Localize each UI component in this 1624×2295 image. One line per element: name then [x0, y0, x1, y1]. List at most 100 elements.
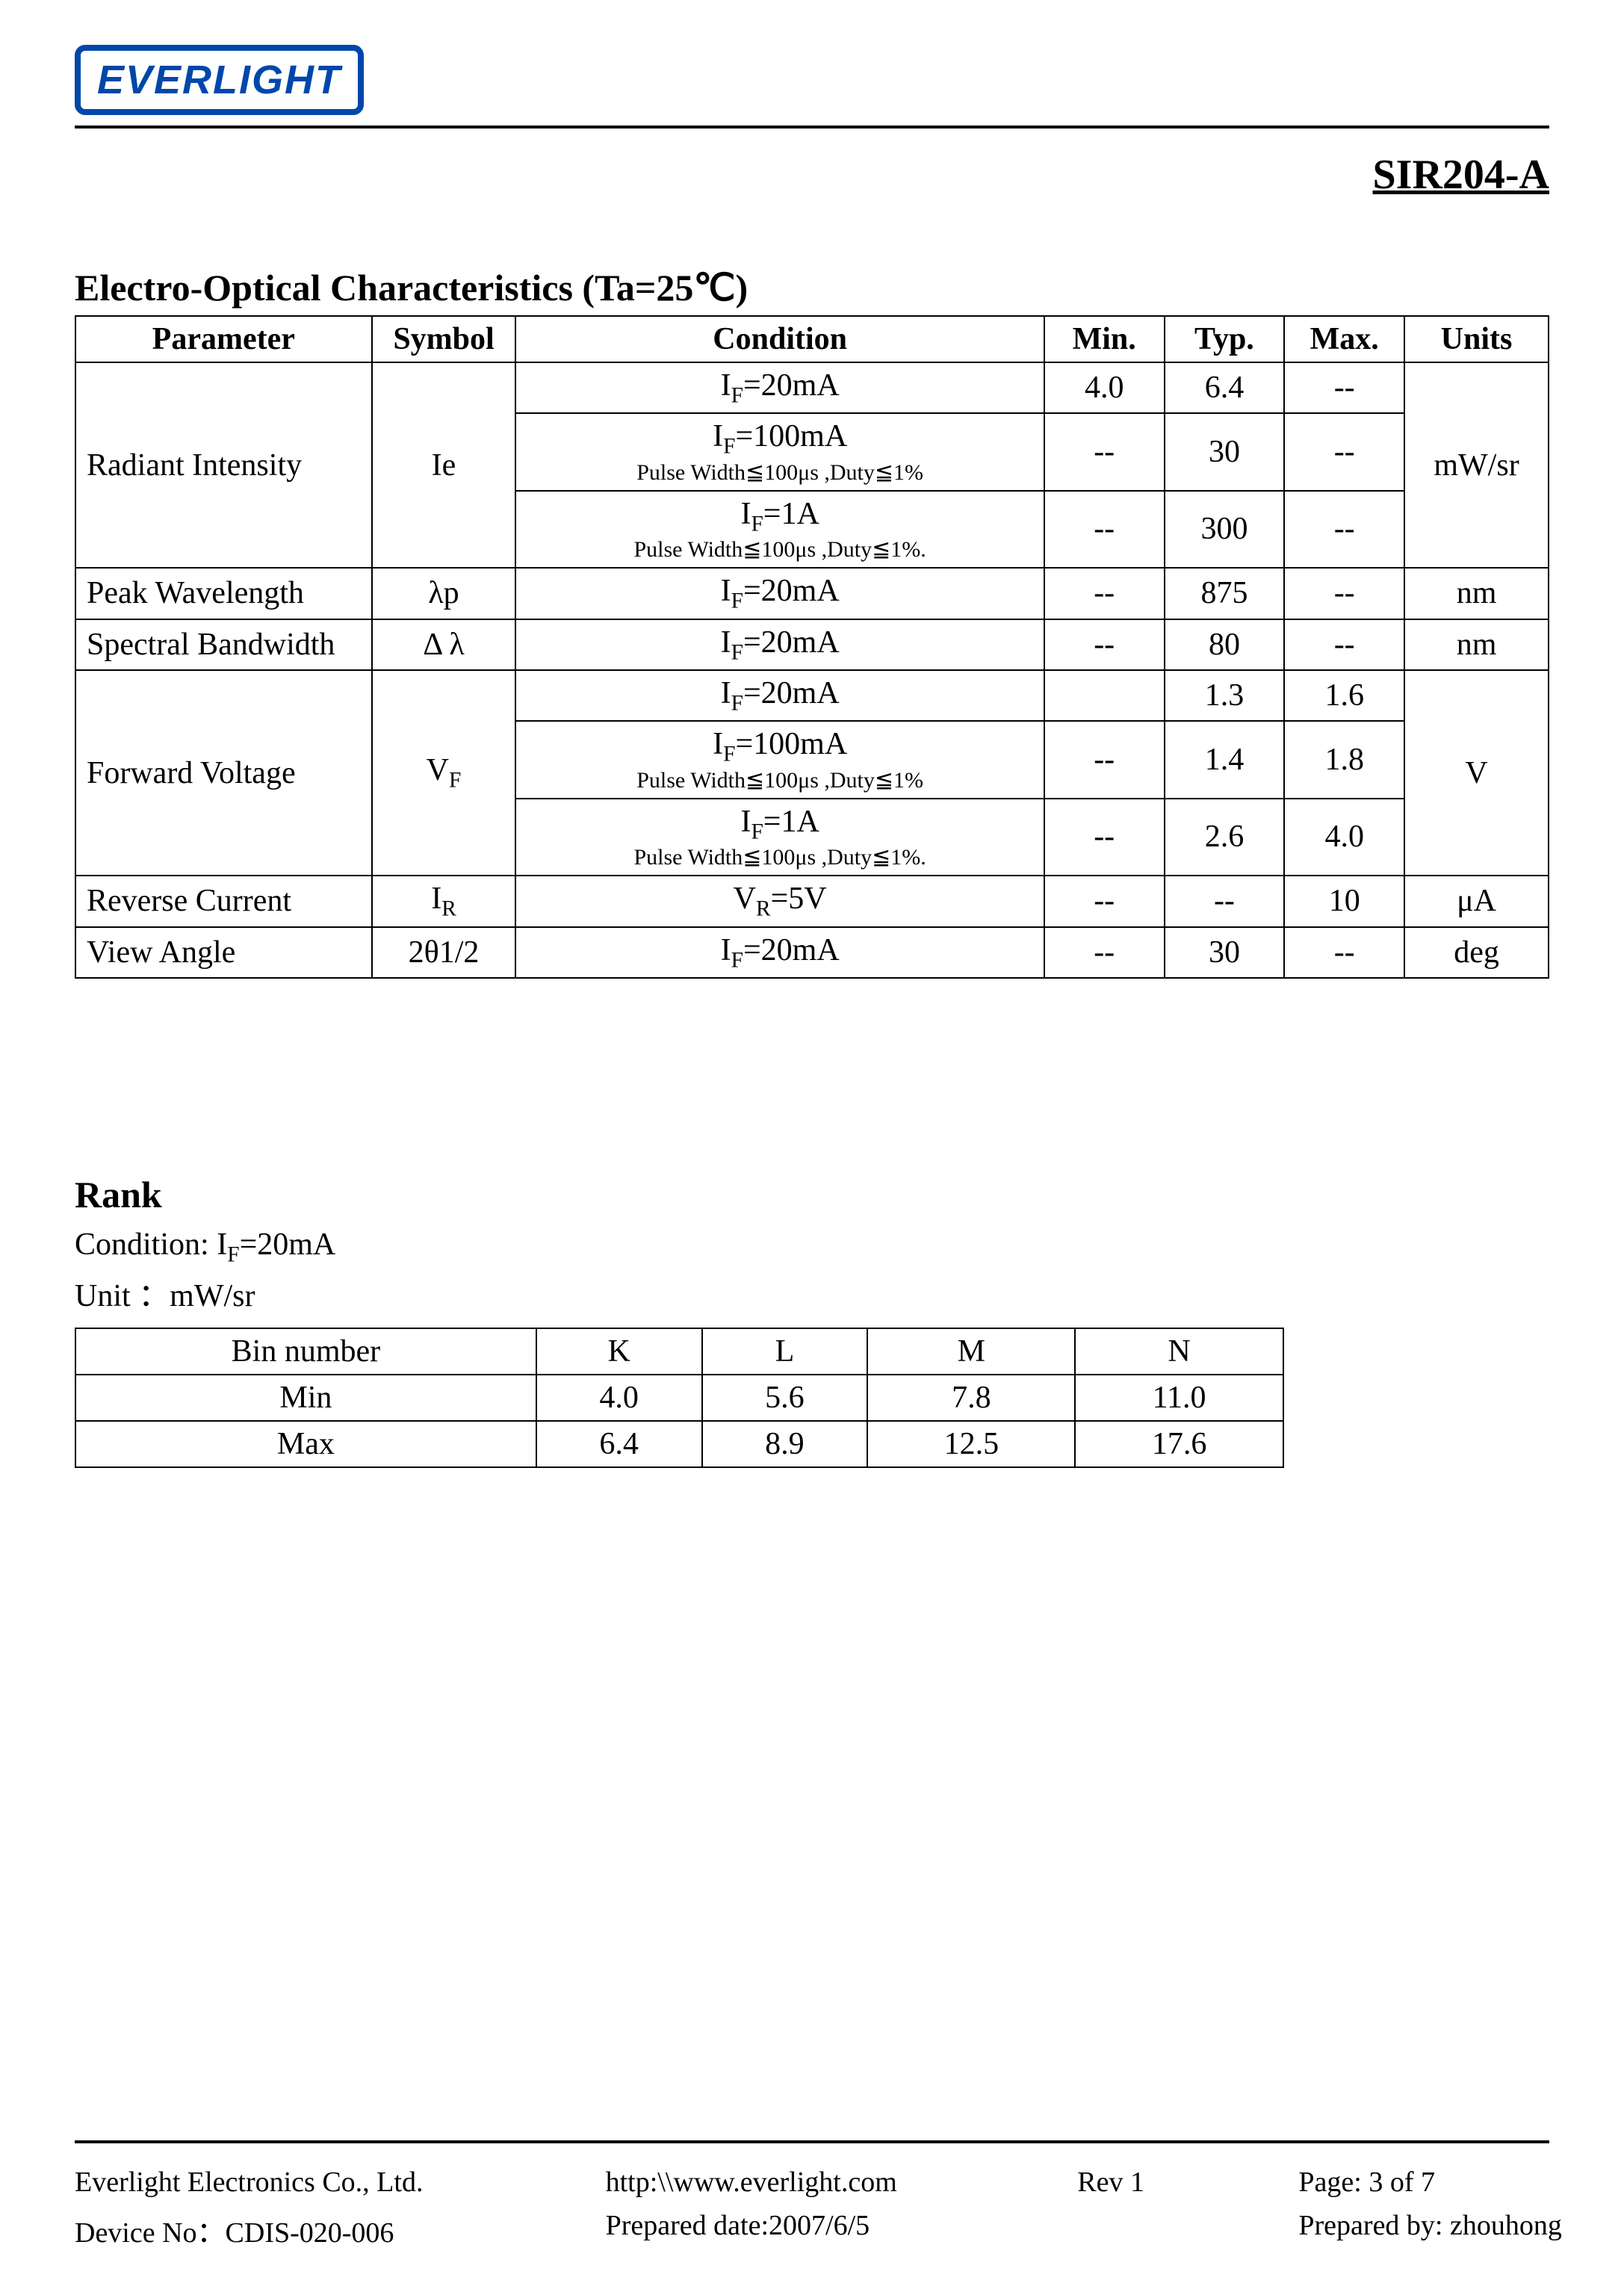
col-max: Max. — [1284, 316, 1404, 362]
cell-units: mW/sr — [1404, 362, 1549, 568]
rank-cell: 8.9 — [702, 1421, 868, 1467]
cell-units: nm — [1404, 568, 1549, 619]
footer-device: Device No：CDIS-020-006 — [75, 2209, 606, 2250]
rank-row-label: Min — [75, 1375, 536, 1421]
footer-url: http:\\www.everlight.com — [606, 2166, 1078, 2199]
cell-symbol: 2θ1/2 — [372, 927, 516, 978]
cell-condition: IF=20mA — [515, 362, 1044, 413]
cell-max: -- — [1284, 413, 1404, 490]
cell-typ: 875 — [1165, 568, 1285, 619]
cell-typ: 1.3 — [1165, 670, 1285, 721]
cell-max: 10 — [1284, 876, 1404, 926]
table-row: View Angle 2θ1/2 IF=20mA -- 30 -- deg — [75, 927, 1549, 978]
cell-condition: IF=20mA — [515, 927, 1044, 978]
cell-max: -- — [1284, 568, 1404, 619]
logo-text: EVERLIGHT — [97, 57, 341, 103]
cell-min: -- — [1044, 568, 1165, 619]
rank-header-label: Bin number — [75, 1328, 536, 1375]
cell-min: -- — [1044, 799, 1165, 876]
table-row: Forward Voltage VF IF=20mA 1.3 1.6 V — [75, 670, 1549, 721]
cell-parameter: Spectral Bandwidth — [75, 619, 372, 670]
cell-condition: IF=1A Pulse Width≦100μs ,Duty≦1%. — [515, 799, 1044, 876]
col-condition: Condition — [515, 316, 1044, 362]
cell-min — [1044, 670, 1165, 721]
cell-condition: VR=5V — [515, 876, 1044, 926]
cell-parameter: Peak Wavelength — [75, 568, 372, 619]
datasheet-page: EVERLIGHT SIR204-A Electro-Optical Chara… — [0, 0, 1624, 2295]
rank-condition: Condition: IF=20mA — [75, 1227, 1549, 1267]
col-min: Min. — [1044, 316, 1165, 362]
cell-parameter: Radiant Intensity — [75, 362, 372, 568]
cell-min: -- — [1044, 927, 1165, 978]
rank-cell: 17.6 — [1075, 1421, 1283, 1467]
cell-units: μA — [1404, 876, 1549, 926]
cell-typ: 2.6 — [1165, 799, 1285, 876]
rank-bin: K — [536, 1328, 702, 1375]
rank-row: Min 4.0 5.6 7.8 11.0 — [75, 1375, 1283, 1421]
footer-date: Prepared date:2007/6/5 — [606, 2209, 1078, 2250]
cell-max: 1.6 — [1284, 670, 1404, 721]
rank-cell: 12.5 — [867, 1421, 1075, 1467]
cell-symbol: Δ λ — [372, 619, 516, 670]
cell-symbol: IR — [372, 876, 516, 926]
spec-table: Parameter Symbol Condition Min. Typ. Max… — [75, 315, 1549, 979]
col-parameter: Parameter — [75, 316, 372, 362]
rank-row-label: Max — [75, 1421, 536, 1467]
rank-unit: Unit ：mW/sr — [75, 1270, 1549, 1316]
cell-min: -- — [1044, 413, 1165, 490]
cell-typ: 30 — [1165, 413, 1285, 490]
cell-typ: 80 — [1165, 619, 1285, 670]
table-row: Radiant Intensity Ie IF=20mA 4.0 6.4 -- … — [75, 362, 1549, 413]
table-row: Reverse Current IR VR=5V -- -- 10 μA — [75, 876, 1549, 926]
cell-condition: IF=20mA — [515, 619, 1044, 670]
cell-parameter: Forward Voltage — [75, 670, 372, 876]
rank-title: Rank — [75, 1173, 1549, 1216]
rank-bin: M — [867, 1328, 1075, 1375]
cell-units: V — [1404, 670, 1549, 876]
rank-cell: 7.8 — [867, 1375, 1075, 1421]
cell-condition: IF=1A Pulse Width≦100μs ,Duty≦1%. — [515, 491, 1044, 568]
part-number: SIR204-A — [75, 151, 1549, 199]
cell-max: -- — [1284, 362, 1404, 413]
cell-max: -- — [1284, 619, 1404, 670]
cell-typ: 1.4 — [1165, 721, 1285, 798]
cell-units: nm — [1404, 619, 1549, 670]
spec-header-row: Parameter Symbol Condition Min. Typ. Max… — [75, 316, 1549, 362]
rank-row: Max 6.4 8.9 12.5 17.6 — [75, 1421, 1283, 1467]
cell-condition: IF=20mA — [515, 670, 1044, 721]
rank-bin: L — [702, 1328, 868, 1375]
col-typ: Typ. — [1165, 316, 1285, 362]
cell-min: -- — [1044, 876, 1165, 926]
cell-condition: IF=100mA Pulse Width≦100μs ,Duty≦1% — [515, 721, 1044, 798]
rank-cell: 6.4 — [536, 1421, 702, 1467]
cell-symbol: VF — [372, 670, 516, 876]
cell-parameter: View Angle — [75, 927, 372, 978]
footer-rule — [75, 2140, 1549, 2143]
logo-wrap: EVERLIGHT — [75, 45, 1549, 115]
table-row: Spectral Bandwidth Δ λ IF=20mA -- 80 -- … — [75, 619, 1549, 670]
cell-typ: -- — [1165, 876, 1285, 926]
rank-header-row: Bin number K L M N — [75, 1328, 1283, 1375]
rank-cell: 4.0 — [536, 1375, 702, 1421]
rank-section: Rank Condition: IF=20mA Unit ：mW/sr Bin … — [75, 1173, 1549, 1468]
cell-max: -- — [1284, 927, 1404, 978]
cell-max: -- — [1284, 491, 1404, 568]
footer-page: Page: 3 of 7 — [1298, 2166, 1549, 2199]
footer-rev: Rev 1 — [1077, 2166, 1298, 2199]
cell-min: -- — [1044, 491, 1165, 568]
cell-min: -- — [1044, 619, 1165, 670]
cell-parameter: Reverse Current — [75, 876, 372, 926]
company-logo: EVERLIGHT — [75, 45, 364, 115]
footer-by: Prepared by: zhouhong — [1298, 2209, 1549, 2250]
cell-symbol: Ie — [372, 362, 516, 568]
cell-condition: IF=100mA Pulse Width≦100μs ,Duty≦1% — [515, 413, 1044, 490]
table-row: Peak Wavelength λp IF=20mA -- 875 -- nm — [75, 568, 1549, 619]
top-rule — [75, 126, 1549, 128]
page-footer: Everlight Electronics Co., Ltd. http:\\w… — [75, 2134, 1549, 2250]
cell-units: deg — [1404, 927, 1549, 978]
col-symbol: Symbol — [372, 316, 516, 362]
footer-company: Everlight Electronics Co., Ltd. — [75, 2166, 606, 2199]
cell-condition: IF=20mA — [515, 568, 1044, 619]
cell-symbol: λp — [372, 568, 516, 619]
rank-bin: N — [1075, 1328, 1283, 1375]
